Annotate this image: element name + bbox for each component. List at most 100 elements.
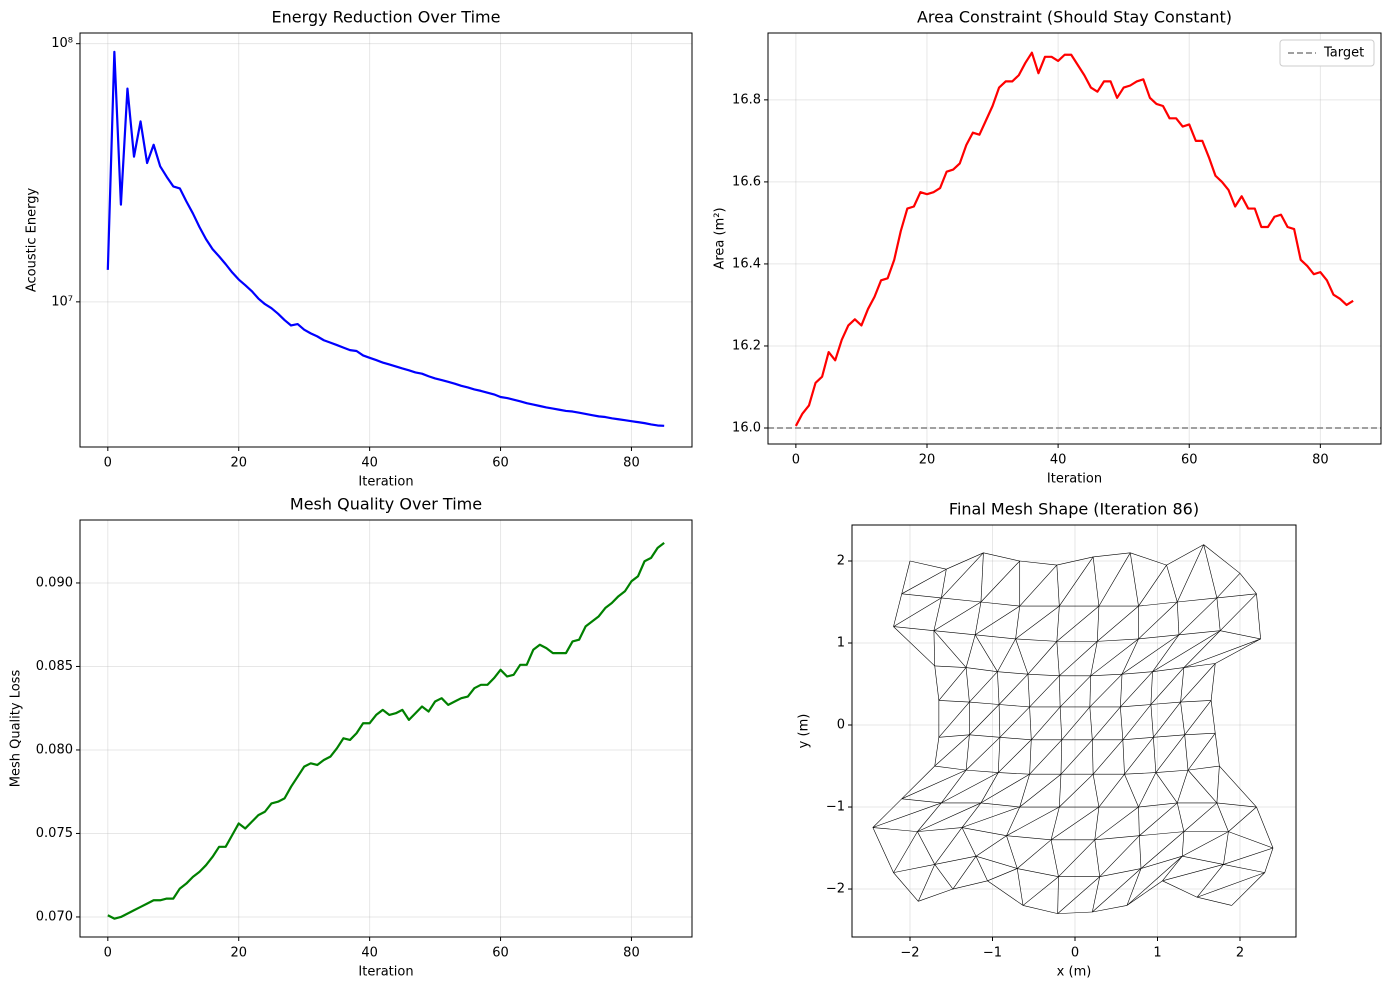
mesh-edge	[1006, 806, 1020, 836]
mesh-edge	[1180, 700, 1212, 703]
mesh-edge	[966, 769, 999, 773]
mesh-edge	[934, 737, 940, 767]
mesh-edge	[1092, 905, 1128, 913]
mesh-edge	[938, 667, 967, 701]
mesh-edge	[1183, 638, 1261, 668]
mesh-edge	[1138, 564, 1167, 607]
mesh-edge	[934, 827, 963, 865]
mesh-edge	[1092, 868, 1142, 913]
mesh-edge	[1138, 634, 1179, 640]
mesh-edge	[1138, 601, 1178, 640]
mesh-edge	[965, 734, 970, 771]
mesh-edge	[1019, 773, 1062, 808]
mesh-edge	[933, 630, 967, 668]
mesh-edge	[1203, 544, 1241, 574]
mesh-edge	[961, 802, 982, 828]
mesh-edge	[1050, 806, 1060, 840]
mesh-edge	[1180, 663, 1216, 703]
mesh-edge	[974, 634, 998, 672]
x-tick-label: −2	[900, 946, 919, 961]
subplot-title: Energy Reduction Over Time	[272, 8, 501, 27]
mesh-edge	[1017, 868, 1059, 878]
mesh-edge	[1027, 673, 1060, 677]
mesh-edge	[1216, 765, 1220, 803]
mesh-edge	[1092, 706, 1121, 740]
mesh-edge	[1120, 674, 1123, 707]
x-tick-label: 20	[919, 453, 936, 468]
mesh-edge	[1121, 634, 1180, 675]
mesh-edge	[1231, 872, 1265, 906]
mesh-edge	[893, 626, 935, 667]
mesh-edge	[1177, 544, 1204, 603]
mesh-edge	[1197, 896, 1232, 906]
mesh-edge	[941, 772, 999, 804]
mesh-edge	[1152, 667, 1184, 673]
mesh-edge	[1098, 552, 1131, 607]
mesh-edge	[1182, 855, 1224, 865]
y-tick-label: 16.2	[732, 338, 761, 353]
mesh-edge	[1015, 606, 1021, 639]
mesh-edge	[934, 734, 970, 767]
mesh-edge	[1219, 593, 1257, 631]
mesh-edge	[1150, 671, 1153, 705]
mesh-edge	[1139, 802, 1178, 836]
mesh-edge	[1059, 706, 1063, 740]
mesh-edge	[1177, 597, 1217, 603]
mesh-edge	[938, 701, 970, 738]
mesh-edge	[1187, 765, 1220, 771]
mesh-edge	[1214, 733, 1220, 767]
mesh-edge	[975, 835, 1007, 857]
x-tick-label: 60	[492, 456, 509, 471]
mesh-edge	[872, 798, 902, 828]
x-axis-label: Iteration	[1047, 472, 1102, 487]
mesh-edge	[961, 827, 977, 857]
mesh-edge	[1019, 564, 1058, 607]
mesh-edge	[1022, 876, 1059, 906]
mesh-edge	[1097, 605, 1139, 642]
subplot-title: Mesh Quality Over Time	[290, 495, 482, 514]
mesh-edge	[1122, 704, 1152, 740]
mesh-edge	[1029, 739, 1063, 775]
mesh-edge	[1092, 739, 1094, 775]
mesh-edge	[1057, 876, 1100, 914]
x-tick-label: 40	[1050, 453, 1067, 468]
mesh-edge	[1056, 606, 1060, 642]
mesh-edge	[1089, 706, 1093, 740]
mesh-edge	[1059, 675, 1091, 708]
mesh-edge	[1094, 835, 1140, 841]
mesh-edge	[1094, 806, 1139, 841]
y-axis-label: Mesh Quality Loss	[9, 670, 24, 788]
x-tick-label: 20	[230, 456, 247, 471]
mesh-edge	[1098, 774, 1125, 808]
y-tick-label: −1	[826, 800, 845, 815]
mesh-edge	[1203, 544, 1218, 598]
mesh-edge	[1031, 706, 1061, 740]
mesh-edge	[1139, 831, 1184, 837]
mesh-edge	[1176, 802, 1185, 832]
mesh-edge	[1187, 769, 1218, 804]
y-tick-label: 16.8	[732, 92, 761, 107]
mesh-edge	[975, 605, 1020, 636]
axes-frame	[767, 32, 1382, 445]
mesh-edge	[1184, 700, 1212, 736]
legend-box	[1279, 39, 1375, 67]
axes-frame	[851, 524, 1297, 938]
mesh-edge	[997, 671, 1028, 675]
mesh-edge	[1166, 544, 1204, 566]
mesh-edge	[1139, 835, 1142, 869]
mesh-edge	[1093, 552, 1131, 558]
mesh-edge	[1096, 606, 1100, 642]
mesh-edge	[1059, 641, 1098, 677]
mesh-edge	[999, 706, 1030, 738]
mesh-edge	[1138, 807, 1140, 836]
mesh-edge	[1162, 880, 1198, 898]
mesh-edge	[1152, 630, 1221, 672]
mesh-edge	[1152, 634, 1180, 672]
x-tick-label: −1	[983, 946, 1002, 961]
mesh-edge	[1050, 806, 1100, 841]
mesh-edge	[872, 827, 918, 832]
mesh-edge	[934, 855, 977, 865]
x-tick-label: 80	[1312, 453, 1329, 468]
mesh-edge	[1223, 864, 1265, 873]
mesh-edge	[966, 667, 998, 673]
